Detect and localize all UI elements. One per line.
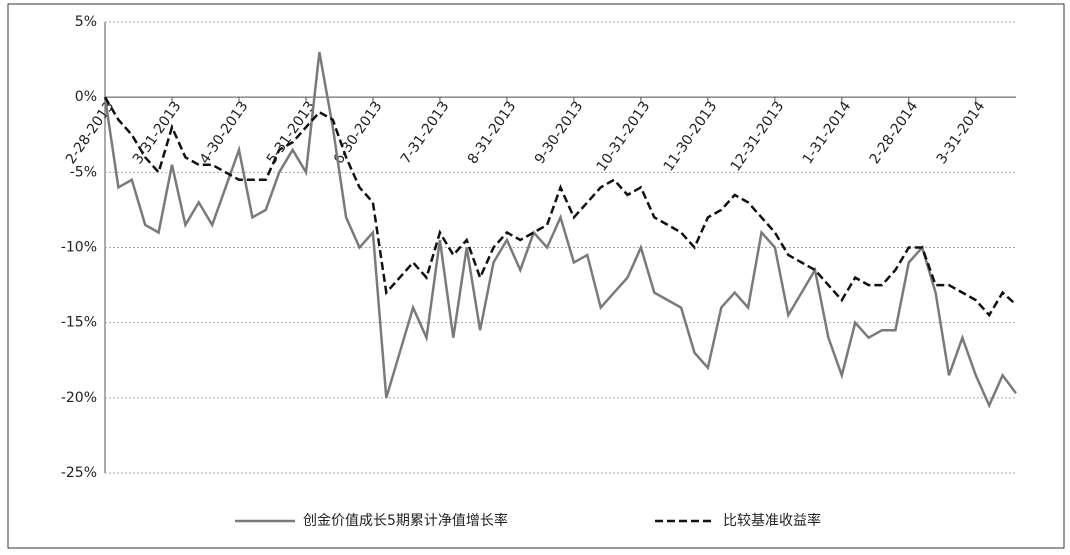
y-tick-label: -20% xyxy=(61,390,97,406)
legend-label: 比较基准收益率 xyxy=(723,512,821,529)
x-tick-label: 4-30-2013 xyxy=(197,99,252,168)
x-tick-label: 3-31-2014 xyxy=(934,99,989,168)
y-tick-label: -10% xyxy=(61,240,97,256)
series-line xyxy=(103,51,1018,409)
x-tick-label: 2-28-2014 xyxy=(867,99,922,168)
x-tick-label: 3-31-2013 xyxy=(130,99,185,168)
x-tick-label: 12-31-2013 xyxy=(728,99,788,175)
y-tick-label: -25% xyxy=(61,465,97,481)
series-line xyxy=(103,96,1017,318)
x-tick-label: 8-31-2013 xyxy=(465,99,520,168)
x-tick-label: 6-30-2013 xyxy=(331,99,386,168)
y-tick-label: 0% xyxy=(75,89,97,105)
legend-label: 创金价值成长5期累计净值增长率 xyxy=(303,512,508,529)
x-tick-label: 1-31-2014 xyxy=(800,99,855,168)
y-tick-label: -5% xyxy=(70,164,97,180)
y-tick-label: 5% xyxy=(75,14,97,30)
y-tick-label: -15% xyxy=(61,315,97,331)
x-tick-label: 10-31-2013 xyxy=(594,99,654,175)
frame xyxy=(7,3,1065,549)
x-tick-label: 11-30-2013 xyxy=(661,99,721,175)
x-tick-label: 7-31-2013 xyxy=(398,99,453,168)
x-tick-label: 9-30-2013 xyxy=(532,99,587,168)
